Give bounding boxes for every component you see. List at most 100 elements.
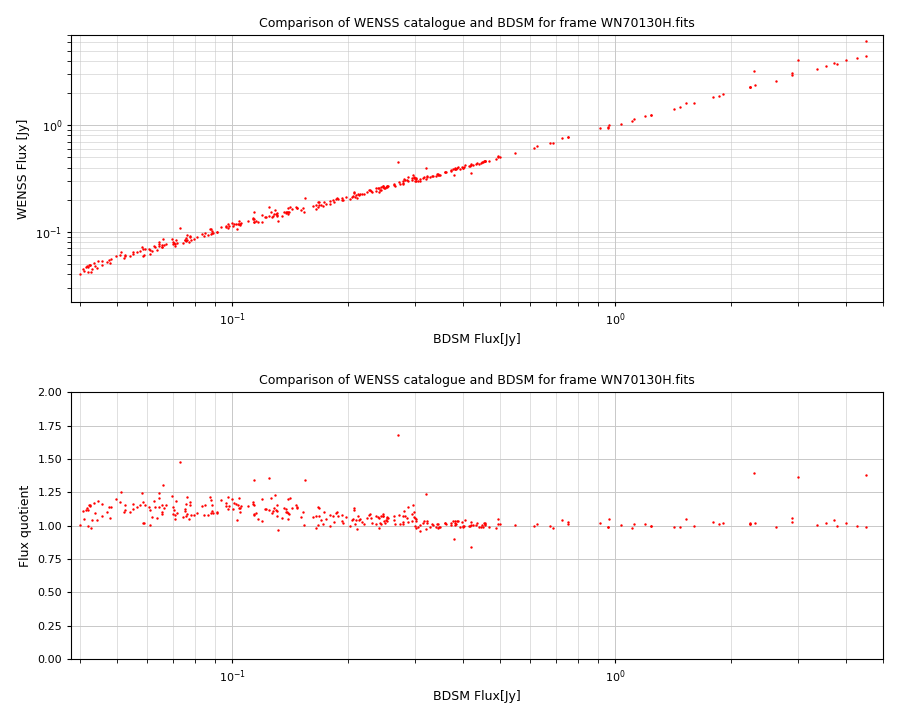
Point bbox=[81, 261, 95, 273]
Point bbox=[323, 509, 338, 521]
Point bbox=[327, 516, 341, 528]
Point bbox=[711, 90, 725, 102]
Point bbox=[381, 513, 395, 524]
Point bbox=[166, 238, 180, 250]
Point bbox=[104, 501, 118, 513]
Point bbox=[281, 513, 295, 524]
Point bbox=[269, 505, 284, 517]
Point bbox=[167, 509, 182, 521]
Point bbox=[152, 240, 166, 252]
Point bbox=[184, 234, 198, 246]
Point bbox=[220, 222, 235, 233]
Point bbox=[204, 494, 219, 505]
Point bbox=[451, 161, 465, 173]
Point bbox=[433, 169, 447, 181]
Point bbox=[323, 520, 338, 531]
Point bbox=[281, 508, 295, 519]
Point bbox=[177, 503, 192, 515]
Point bbox=[194, 228, 209, 240]
Point bbox=[350, 523, 365, 535]
Point bbox=[400, 171, 415, 183]
Point bbox=[410, 175, 425, 186]
Point bbox=[493, 518, 508, 530]
Point bbox=[687, 521, 701, 532]
Point bbox=[167, 513, 182, 525]
Point bbox=[204, 508, 219, 519]
Point bbox=[147, 495, 161, 507]
Point bbox=[470, 517, 484, 528]
Point bbox=[204, 224, 219, 235]
Point bbox=[348, 514, 363, 526]
Point bbox=[451, 516, 465, 527]
Point bbox=[417, 171, 431, 183]
Point bbox=[644, 109, 658, 121]
Point bbox=[148, 241, 162, 253]
Point bbox=[249, 215, 264, 227]
Point bbox=[416, 172, 430, 184]
Point bbox=[420, 516, 435, 527]
Point bbox=[444, 164, 458, 176]
Point bbox=[214, 495, 229, 506]
Point bbox=[180, 230, 194, 241]
Point bbox=[476, 157, 491, 168]
Point bbox=[379, 515, 393, 526]
Point bbox=[347, 192, 362, 203]
Point bbox=[379, 181, 393, 193]
Point bbox=[380, 181, 394, 192]
Point bbox=[201, 229, 215, 240]
Point bbox=[203, 492, 218, 503]
Point bbox=[562, 132, 576, 143]
Point bbox=[448, 163, 463, 175]
Point bbox=[380, 513, 394, 524]
Point bbox=[247, 499, 261, 510]
Point bbox=[87, 497, 102, 508]
Point bbox=[219, 498, 233, 509]
Point bbox=[309, 204, 323, 215]
Point bbox=[326, 194, 340, 206]
Point bbox=[179, 510, 194, 521]
Point bbox=[448, 515, 463, 526]
Point bbox=[818, 60, 832, 71]
Point bbox=[180, 492, 194, 503]
Point bbox=[404, 174, 419, 186]
Point bbox=[166, 237, 181, 248]
Point bbox=[331, 193, 346, 204]
Point bbox=[426, 519, 440, 531]
Point bbox=[177, 234, 192, 246]
Point bbox=[489, 523, 503, 534]
Point bbox=[76, 265, 91, 276]
Point bbox=[165, 490, 179, 501]
Point bbox=[81, 266, 95, 278]
Point bbox=[274, 513, 289, 524]
Point bbox=[602, 513, 616, 525]
Point bbox=[748, 80, 762, 91]
X-axis label: BDSM Flux[Jy]: BDSM Flux[Jy] bbox=[434, 690, 521, 703]
Point bbox=[311, 199, 326, 210]
Point bbox=[614, 520, 628, 531]
Point bbox=[405, 508, 419, 520]
Point bbox=[102, 502, 116, 513]
Point bbox=[112, 250, 127, 261]
Point bbox=[450, 162, 464, 174]
Point bbox=[453, 521, 467, 532]
Point bbox=[387, 179, 401, 191]
Point bbox=[264, 207, 278, 218]
Point bbox=[627, 114, 642, 125]
Point bbox=[183, 500, 197, 511]
Point bbox=[147, 240, 161, 251]
Point bbox=[464, 516, 479, 528]
Point bbox=[139, 243, 153, 255]
Point bbox=[83, 500, 97, 511]
Point bbox=[281, 207, 295, 218]
Point bbox=[241, 500, 256, 512]
Point bbox=[408, 512, 422, 523]
Point bbox=[425, 170, 439, 181]
Point bbox=[126, 499, 140, 510]
Point bbox=[319, 198, 333, 210]
Point bbox=[458, 159, 473, 171]
Point bbox=[267, 209, 282, 220]
Point bbox=[329, 506, 344, 518]
Point bbox=[371, 183, 385, 194]
Point bbox=[407, 173, 421, 184]
Point bbox=[716, 517, 730, 528]
